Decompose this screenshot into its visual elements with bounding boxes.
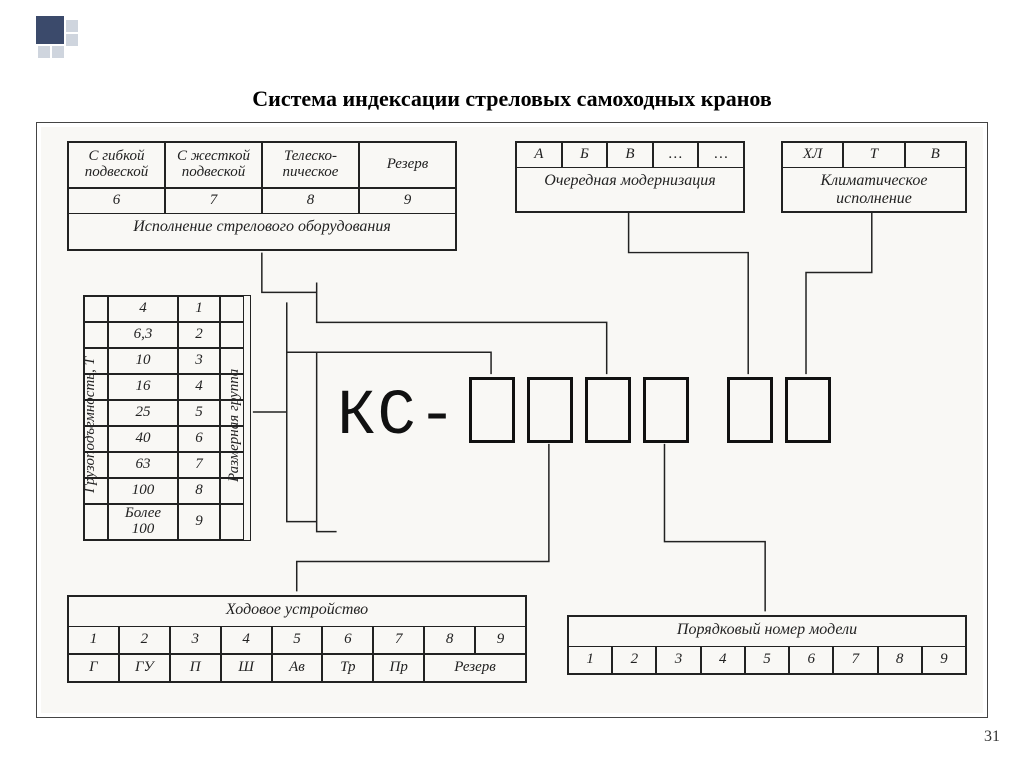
chassis-code: Тр	[322, 654, 373, 682]
capacity-group: 9	[178, 504, 220, 540]
capacity-group: 2	[178, 322, 220, 348]
chassis-number: 3	[170, 626, 221, 654]
boom-value: 7	[165, 188, 262, 214]
corner-decor	[52, 46, 64, 58]
model-number-cell: 1	[568, 646, 612, 674]
chassis-number: 2	[119, 626, 170, 654]
mod-cell: Б	[562, 142, 608, 168]
chassis-table: Ходовое устройство 123456789 ГГУПШАвТрПр…	[67, 595, 527, 683]
capacity-tonnage: 4	[108, 296, 178, 322]
index-slot-3	[585, 377, 631, 443]
index-slot-6	[785, 377, 831, 443]
climate-cell: В	[905, 142, 966, 168]
chassis-number: 1	[68, 626, 119, 654]
capacity-tonnage: 100	[108, 478, 178, 504]
capacity-group: 6	[178, 426, 220, 452]
capacity-tonnage: Более 100	[108, 504, 178, 540]
corner-decor	[38, 46, 50, 58]
chassis-number: 8	[424, 626, 475, 654]
model-number-cell: 9	[922, 646, 966, 674]
model-number-cell: 2	[612, 646, 656, 674]
climate-table: ХЛ Т В Климатическое исполнение	[781, 141, 967, 213]
modernization-table: А Б В … … Очередная модернизация	[515, 141, 745, 213]
capacity-tonnage: 63	[108, 452, 178, 478]
capacity-group: 5	[178, 400, 220, 426]
chassis-number: 7	[373, 626, 424, 654]
boom-value: 6	[68, 188, 165, 214]
mod-cell: А	[516, 142, 562, 168]
index-slot-5	[727, 377, 773, 443]
boom-value: 8	[262, 188, 359, 214]
diagram-frame: С гибкой подвеской С жесткой подвеской Т…	[36, 122, 988, 718]
boom-value: 9	[359, 188, 456, 214]
climate-cell: Т	[843, 142, 904, 168]
chassis-code: П	[170, 654, 221, 682]
capacity-group: 3	[178, 348, 220, 374]
capacity-group: 8	[178, 478, 220, 504]
capacity-tonnage: 16	[108, 374, 178, 400]
mod-cell: …	[698, 142, 744, 168]
capacity-table: 416,321031642554066371008Более 1009 Груз…	[83, 295, 251, 541]
capacity-tonnage: 25	[108, 400, 178, 426]
boom-header: Резерв	[359, 142, 456, 188]
chassis-code: Резерв	[424, 654, 526, 682]
capacity-tonnage: 40	[108, 426, 178, 452]
capacity-right-label: Размерная группа	[226, 320, 252, 530]
capacity-left-label: Грузоподъемность, Т	[82, 320, 108, 530]
chassis-code: Ш	[221, 654, 272, 682]
model-number-cell: 3	[656, 646, 700, 674]
index-prefix: КС-	[337, 381, 458, 453]
boom-equipment-table: С гибкой подвеской С жесткой подвеской Т…	[67, 141, 457, 251]
boom-caption: Исполнение стрелового оборудования	[68, 214, 456, 250]
page-title: Система индексации стреловых самоходных …	[0, 86, 1024, 112]
chassis-number: 6	[322, 626, 373, 654]
capacity-group: 7	[178, 452, 220, 478]
mod-cell: …	[653, 142, 699, 168]
corner-decor	[66, 34, 78, 46]
index-slot-4	[643, 377, 689, 443]
capacity-tonnage: 6,3	[108, 322, 178, 348]
page-number: 31	[984, 728, 1000, 746]
mod-caption: Очередная модернизация	[516, 168, 744, 212]
model-number-cell: 5	[745, 646, 789, 674]
capacity-tonnage: 10	[108, 348, 178, 374]
boom-header: С жесткой подвеской	[165, 142, 262, 188]
boom-header: С гибкой подвеской	[68, 142, 165, 188]
chassis-code: Г	[68, 654, 119, 682]
index-slot-2	[527, 377, 573, 443]
climate-caption: Климатическое исполнение	[782, 168, 966, 212]
model-number-cell: 4	[701, 646, 745, 674]
chassis-code: ГУ	[119, 654, 170, 682]
model-number-cell: 6	[789, 646, 833, 674]
capacity-group: 1	[178, 296, 220, 322]
climate-cell: ХЛ	[782, 142, 843, 168]
chassis-number: 5	[272, 626, 323, 654]
chassis-code: Ав	[272, 654, 323, 682]
model-caption: Порядковый номер модели	[568, 616, 966, 646]
chassis-caption: Ходовое устройство	[68, 596, 526, 626]
chassis-number: 9	[475, 626, 526, 654]
corner-decor	[36, 16, 64, 44]
model-number-table: Порядковый номер модели 123456789	[567, 615, 967, 675]
chassis-number: 4	[221, 626, 272, 654]
index-slot-1	[469, 377, 515, 443]
chassis-code: Пр	[373, 654, 424, 682]
model-number-cell: 7	[833, 646, 877, 674]
model-number-cell: 8	[878, 646, 922, 674]
mod-cell: В	[607, 142, 653, 168]
corner-decor	[66, 20, 78, 32]
capacity-group: 4	[178, 374, 220, 400]
boom-header: Телеско-пическое	[262, 142, 359, 188]
